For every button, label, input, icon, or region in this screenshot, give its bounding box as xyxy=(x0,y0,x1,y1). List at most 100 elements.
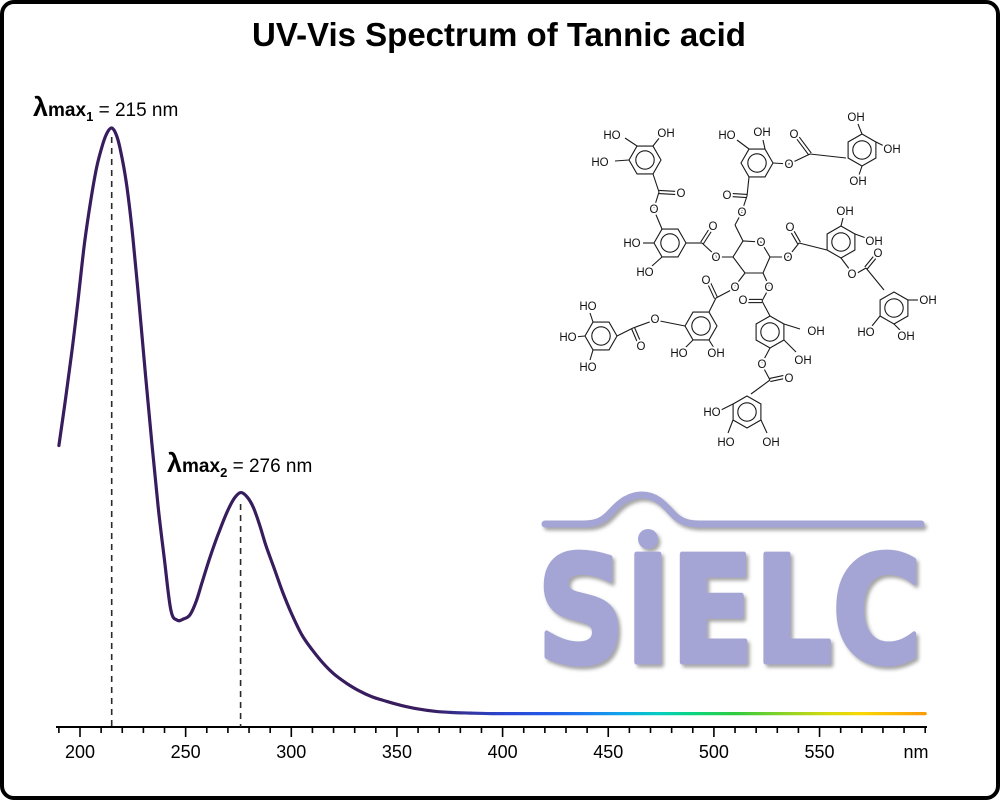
bond xyxy=(734,272,746,287)
atom-label: OH xyxy=(897,331,914,343)
atom-label: O xyxy=(784,252,793,264)
bond xyxy=(720,403,734,411)
aromatic-circle xyxy=(760,322,780,342)
aromatic-circle xyxy=(737,402,757,422)
double-bond xyxy=(658,193,677,196)
atom-label: O xyxy=(786,222,795,234)
double-bond xyxy=(731,192,748,195)
double-bond xyxy=(700,227,711,243)
atom-label: O xyxy=(785,159,794,171)
atom-label: HO xyxy=(857,327,874,339)
bond xyxy=(651,256,663,267)
double-bond xyxy=(709,282,718,298)
double-bond xyxy=(702,229,713,245)
bond xyxy=(760,419,768,434)
atom-label: O xyxy=(709,221,718,233)
spectrum-curve-group xyxy=(57,126,927,716)
bond xyxy=(851,267,867,277)
bond xyxy=(858,165,863,176)
axis-tick-label: 550 xyxy=(805,742,835,762)
bond xyxy=(840,257,851,271)
atom-label: HO xyxy=(717,437,734,449)
atom-label: O xyxy=(758,359,767,371)
atom-label: HO xyxy=(718,130,735,142)
atom-label: HO xyxy=(703,407,720,419)
x-axis-unit-label: nm xyxy=(903,742,928,762)
bond xyxy=(762,272,770,287)
atom-label: O xyxy=(650,204,659,216)
bond xyxy=(684,339,694,349)
bond xyxy=(762,139,766,150)
atom-label: HO xyxy=(579,362,596,374)
bond xyxy=(875,141,887,148)
bond xyxy=(589,312,594,323)
aromatic-circle xyxy=(852,140,872,160)
double-bond xyxy=(770,378,785,383)
bond xyxy=(614,159,630,162)
bond xyxy=(783,323,801,330)
bond xyxy=(624,137,638,147)
benzene-ring xyxy=(732,395,762,429)
aromatic-circle xyxy=(884,298,904,318)
atom-label: HO xyxy=(591,157,608,169)
atom-label: O xyxy=(785,373,794,385)
double-bond xyxy=(730,196,747,199)
spectrum-curve xyxy=(57,126,927,716)
bond xyxy=(840,217,844,227)
bond xyxy=(734,224,744,242)
bond xyxy=(708,297,717,313)
double-bond xyxy=(796,138,810,156)
atom-label: O xyxy=(712,252,721,264)
atom-label: HO xyxy=(603,130,620,142)
bond xyxy=(750,379,771,395)
double-bond xyxy=(633,327,641,342)
bond xyxy=(573,335,586,338)
aromatic-circle xyxy=(635,150,655,170)
bond xyxy=(727,419,734,434)
bond xyxy=(761,300,771,317)
atom-label: O xyxy=(702,275,711,287)
double-bond xyxy=(798,136,812,154)
axis-tick-label: 300 xyxy=(276,742,306,762)
logo-chromatogram-peak-line xyxy=(541,491,925,528)
atom-label: O xyxy=(651,314,660,326)
bond xyxy=(652,136,661,147)
bond xyxy=(809,153,847,159)
atom-label: HO xyxy=(559,332,576,344)
chart-title: UV-Vis Spectrum of Tannic acid xyxy=(252,16,746,53)
benzene-ring xyxy=(740,148,774,178)
tannic-acid-structure-drawing: HO OH HO HO OH OH OH OH HO HO OH OH HO HO HO HO OH OH OH HO… xyxy=(557,110,938,451)
bond xyxy=(772,162,790,165)
bond xyxy=(893,323,902,332)
atom-label: OH xyxy=(753,127,770,139)
aromatic-circle xyxy=(591,326,611,346)
bond xyxy=(761,287,770,302)
bond xyxy=(746,176,750,197)
logo-i-dot xyxy=(638,529,658,549)
atom-label: O xyxy=(765,282,774,294)
atom-label: OH xyxy=(865,236,882,248)
double-bond xyxy=(769,374,784,379)
axis-tick-label: 200 xyxy=(65,742,95,762)
bond xyxy=(761,364,771,381)
axis-tick-label: 400 xyxy=(488,742,518,762)
peak-label-1: λmax1 = 215 nm xyxy=(33,92,178,124)
double-bond xyxy=(866,257,877,270)
atom-label: O xyxy=(739,295,748,307)
atom-label: OH xyxy=(849,176,866,188)
atom-label: O xyxy=(848,269,857,281)
axis-tick-label: 350 xyxy=(382,742,412,762)
peak-annotations: λmax1 = 215 nm λmax2 = 276 nm xyxy=(33,92,312,727)
bond xyxy=(632,319,656,329)
double-bond xyxy=(789,229,799,245)
double-bond xyxy=(659,189,678,192)
atom-label: OH xyxy=(919,295,936,307)
bond xyxy=(798,242,828,251)
double-bond xyxy=(707,283,716,299)
logo-wordmark: SIELC xyxy=(537,525,922,697)
bond xyxy=(761,347,771,364)
aromatic-circle xyxy=(831,232,851,252)
bond xyxy=(854,233,867,239)
bond xyxy=(734,211,743,226)
bond xyxy=(589,349,594,361)
